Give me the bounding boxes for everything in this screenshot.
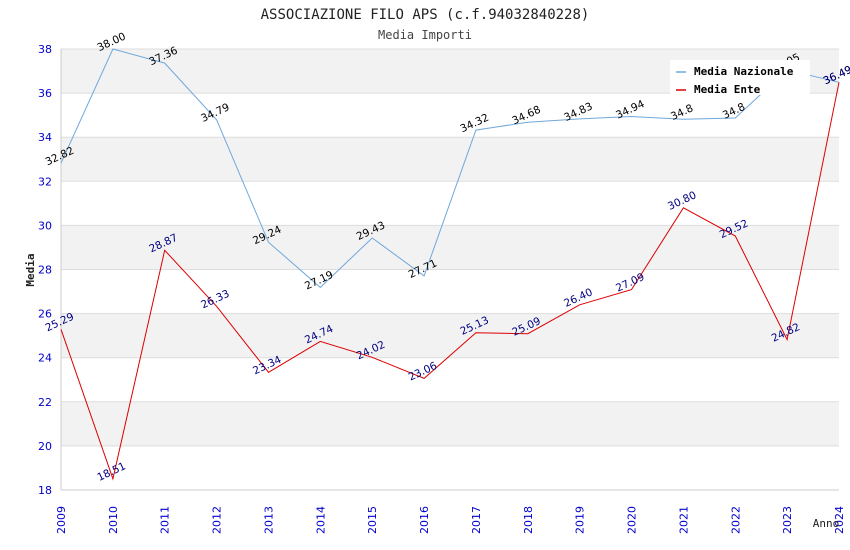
x-tick-label: 2017 — [470, 506, 483, 534]
x-tick-label: 2012 — [211, 506, 224, 534]
band-32 — [61, 137, 839, 182]
data-label: 34.94 — [614, 98, 647, 122]
data-label: 27.09 — [614, 271, 646, 295]
y-tick-label: 36 — [38, 87, 52, 100]
data-label: 27.19 — [303, 269, 335, 293]
data-label: 18.51 — [95, 460, 127, 484]
x-axis-label: Anno — [813, 517, 840, 530]
series-lines — [60, 48, 840, 481]
y-tick-label: 34 — [38, 131, 52, 144]
x-tick-label: 2024 — [833, 506, 846, 534]
x-tick-label: 2018 — [522, 506, 535, 534]
chart-title: ASSOCIAZIONE FILO APS (c.f.94032840228) — [261, 7, 590, 23]
band-20 — [61, 401, 839, 446]
y-tick-label: 26 — [38, 308, 52, 321]
y-tick-label: 38 — [38, 43, 52, 56]
x-tick-label: 2020 — [626, 506, 639, 534]
y-tick-label: 30 — [38, 219, 52, 232]
y-tick-label: 22 — [38, 396, 52, 409]
band-28 — [61, 225, 839, 270]
legend: Media Nazionale Media Ente — [670, 60, 810, 96]
x-tick-label: 2021 — [677, 506, 690, 534]
x-tick-label: 2011 — [159, 506, 172, 534]
x-tick-label: 2023 — [781, 506, 794, 534]
y-tick-label: 28 — [38, 264, 52, 277]
series-line-national — [60, 48, 840, 289]
x-tick-label: 2014 — [314, 506, 327, 534]
legend-label-national: Media Nazionale — [694, 65, 794, 78]
x-tick-label: 2010 — [107, 506, 120, 534]
data-label: 26.40 — [562, 286, 594, 310]
x-tick-label: 2022 — [729, 506, 742, 534]
data-label: 34.83 — [562, 100, 594, 124]
y-tick-labels: 18 20 22 24 26 28 30 32 34 36 38 — [38, 43, 52, 497]
series-line-ente — [60, 82, 840, 481]
y-tick-label: 20 — [38, 440, 52, 453]
data-label: 23.06 — [407, 360, 440, 384]
x-tick-label: 2019 — [574, 506, 587, 534]
y-tick-label: 18 — [38, 484, 52, 497]
y-tick-label: 24 — [38, 352, 52, 365]
band-24 — [61, 313, 839, 358]
data-label: 34.8 — [669, 102, 695, 123]
x-tick-label: 2009 — [55, 506, 68, 534]
legend-box — [670, 60, 810, 95]
data-label: 34.32 — [459, 112, 491, 136]
data-label: 34.8 — [721, 101, 747, 122]
data-label: 34.79 — [199, 101, 231, 125]
x-tick-labels: 2009 2010 2011 2012 2013 2014 2015 2016 2017 2018… — [55, 506, 846, 534]
legend-label-ente: Media Ente — [694, 83, 761, 96]
x-tick-label: 2013 — [262, 506, 275, 534]
y-tick-label: 32 — [38, 175, 52, 188]
x-tick-label: 2015 — [366, 506, 379, 534]
data-label: 26.33 — [199, 288, 231, 312]
y-axis-label: Media — [24, 253, 37, 286]
chart-subtitle: Media Importi — [378, 28, 472, 42]
x-tick-label: 2016 — [418, 506, 431, 534]
gridlines — [60, 48, 839, 491]
data-label: 34.68 — [510, 104, 542, 128]
background-bands — [61, 49, 839, 446]
